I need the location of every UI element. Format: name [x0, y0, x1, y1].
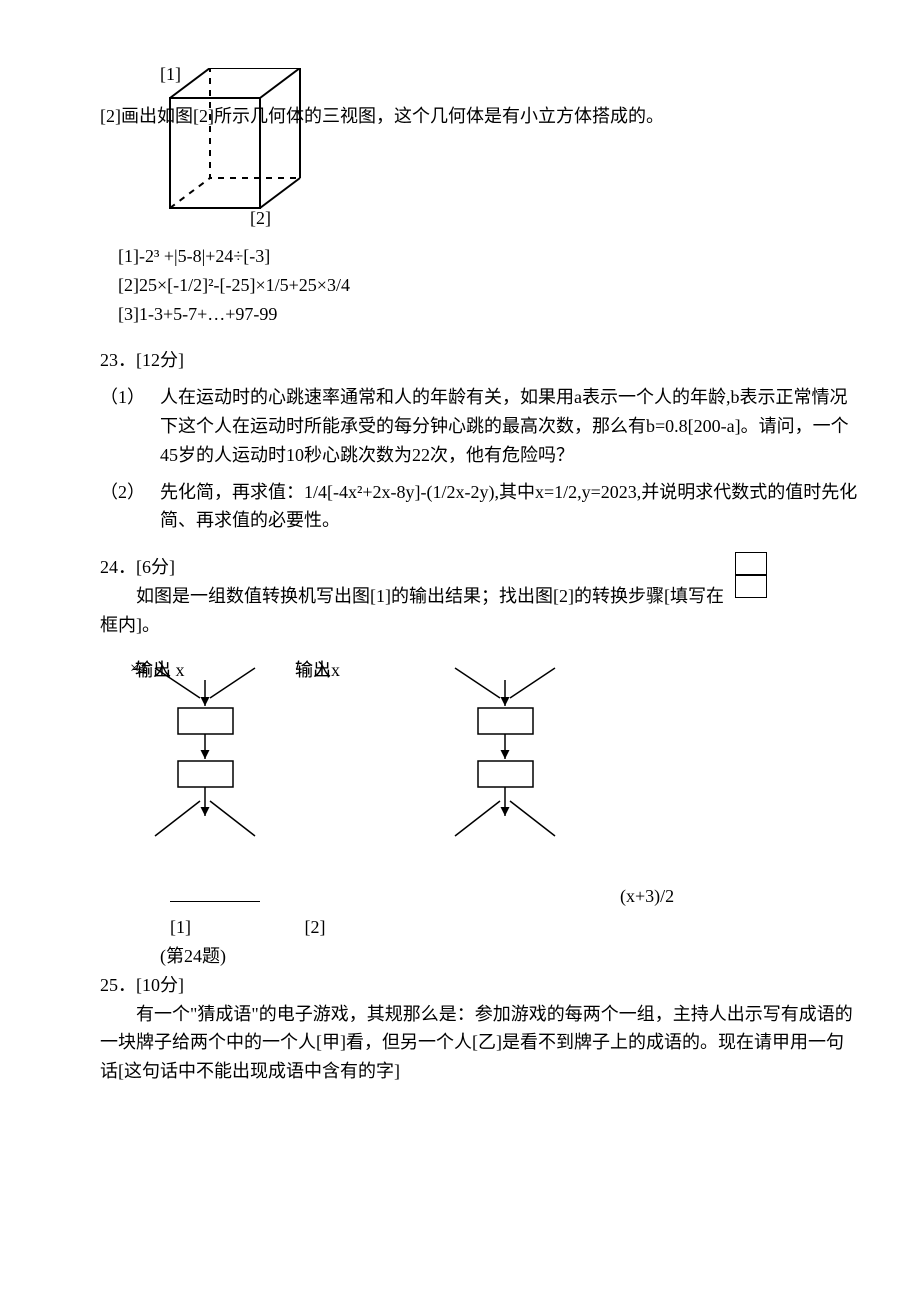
flowchart-area: 输入 x 输入x ×2 -3 输出 输出 — [100, 656, 860, 876]
cube-ref-2: [2] — [250, 204, 271, 233]
flowchart-1: 输入 x 输入x ×2 -3 输出 输出 — [100, 656, 400, 876]
q25-body: 有一个"猜成语"的电子游戏，其规那么是：参加游戏的每两个一组，主持人出示写有成语… — [100, 1000, 860, 1086]
q23-part1: （1） 人在运动时的心跳速率通常和人的年龄有关，如果用a表示一个人的年龄,b表示… — [100, 383, 860, 469]
q23-p1-body: 人在运动时的心跳速率通常和人的年龄有关，如果用a表示一个人的年龄,b表示正常情况… — [160, 383, 860, 469]
flowchart-captions: [1] [2] — [100, 913, 860, 942]
q23-p2-num: （2） — [100, 478, 160, 536]
q25-header: 25．[10分] — [100, 971, 860, 1000]
fc-caption-sub: (第24题) — [100, 942, 860, 971]
fc1-output-blank — [170, 882, 260, 903]
q-cube-text: [2]画出如图[2]所示几何体的三视图，这个几何体是有小立方体搭成的。 — [100, 102, 664, 131]
flowchart-2 — [400, 656, 660, 876]
cube-figure — [160, 68, 330, 228]
formula-3: [3]1-3+5-7+…+97-99 — [118, 300, 860, 329]
side-two-boxes — [735, 553, 765, 598]
q23-p1-num: （1） — [100, 383, 160, 469]
cube-diagram-block: [1] [2]画出如图[2]所示几何体的三视图，这个几何体是有小立方体搭成的。 … — [100, 60, 860, 240]
flowchart-outputs: (x+3)/2 — [100, 882, 860, 912]
q23-part2: （2） 先化简，再求值：1/4[-4x²+2x-8y]-(1/2x-2y),其中… — [100, 478, 860, 536]
formula-1: [1]-2³ +|5-8|+24÷[-3] — [118, 242, 860, 271]
fc-caption-1: [1] — [170, 913, 300, 942]
fc-caption-2: [2] — [305, 913, 326, 942]
fc2-output-value: (x+3)/2 — [620, 886, 674, 906]
formula-2: [2]25×[-1/2]²-[-25]×1/5+25×3/4 — [118, 271, 860, 300]
q23-p2-body: 先化简，再求值：1/4[-4x²+2x-8y]-(1/2x-2y),其中x=1/… — [160, 478, 860, 536]
formula-list: [1]-2³ +|5-8|+24÷[-3] [2]25×[-1/2]²-[-25… — [100, 242, 860, 328]
q23-header: 23．[12分] — [100, 346, 860, 375]
